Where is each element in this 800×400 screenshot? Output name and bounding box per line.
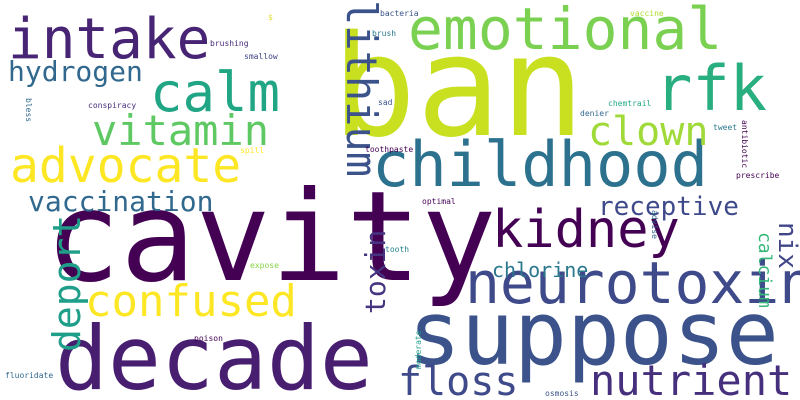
word-antibiotic: antibiotic [740, 120, 749, 169]
word-toxin: toxin [359, 229, 392, 314]
word-floss: floss [398, 359, 519, 400]
word-bless: bless [24, 98, 33, 123]
word-denier: denier [580, 109, 609, 118]
word-ban: ban [332, 6, 585, 169]
word-osmosis: osmosis [545, 389, 579, 398]
word-smallow: smallow [244, 52, 278, 61]
word-poison: poison [194, 334, 223, 343]
word-tweet: tweet [713, 123, 738, 132]
word-hydrogen: hydrogen [8, 55, 143, 88]
word-clown: clown [588, 109, 709, 155]
word-conspiracy: conspiracy [88, 101, 137, 110]
word-calm: calm [150, 61, 281, 124]
word-emotional: emotional [408, 0, 723, 63]
word-nutrient: nutrient [590, 356, 793, 400]
word-expose: expose [250, 261, 279, 270]
word-toothpaste: toothpaste [365, 145, 414, 154]
word-cavity: cavity [45, 165, 497, 310]
word-deport: deport [45, 214, 89, 352]
word-advise: advise [650, 210, 659, 239]
word-vitamin: vitamin [92, 106, 270, 155]
word-neurotoxin: neurotoxin [465, 249, 800, 317]
word-nix: nix [772, 222, 800, 269]
word-sad: sad [378, 98, 393, 107]
word-chemtrail: chemtrail [608, 99, 652, 108]
word-kidney: kidney [492, 200, 680, 260]
word-brush: brush [372, 29, 397, 38]
word-intake: intake [8, 7, 211, 72]
word-brushing: brushing [210, 39, 249, 48]
word-childhood: childhood [372, 128, 708, 201]
word-bacteria: bacteria [380, 9, 419, 18]
word-prescribe: prescribe [736, 171, 780, 180]
word-chlorine: chlorine [492, 258, 589, 282]
word-calcium: calcium [754, 232, 775, 308]
word-suppose: suppose [408, 282, 779, 385]
word-advocate: advocate [10, 138, 242, 194]
word-optimal: optimal [422, 197, 456, 206]
word-vaccination: vaccination [28, 185, 214, 218]
word-moderate: moderate [414, 330, 423, 369]
word-receptive: receptive [598, 192, 739, 222]
word-tooth: tooth [385, 245, 410, 254]
word-vaccine: vaccine [630, 9, 664, 18]
word-confused: confused [85, 276, 297, 327]
word-dollar: $ [268, 13, 273, 22]
word-spill: spill [240, 146, 265, 155]
word-fluoridate: fluoridate [5, 371, 54, 380]
word-rfk: rfk [655, 52, 767, 125]
word-decade: decade [55, 307, 373, 400]
